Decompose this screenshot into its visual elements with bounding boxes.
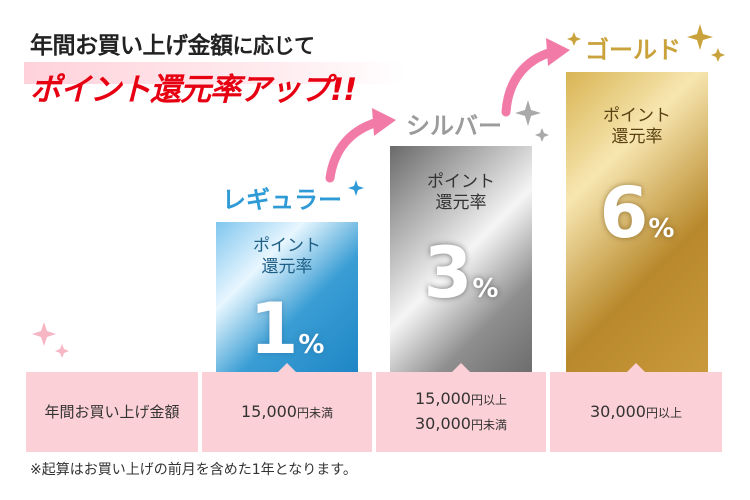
- rate-label-line2: 還元率: [611, 127, 663, 147]
- table-notch: [452, 363, 470, 372]
- rate-number: 6: [599, 172, 649, 254]
- table-notch: [627, 363, 645, 372]
- headline-line2: ポイント還元率アップ!!: [30, 72, 357, 108]
- rate-label: ポイント 還元率: [216, 236, 358, 278]
- threshold-amount: 30,000: [415, 414, 471, 433]
- rate-value: 1%: [216, 288, 358, 370]
- sparkle-icon-gold: [567, 24, 725, 62]
- arrow-icon-regular-to-silver: [325, 108, 396, 183]
- table-row-header: 年間お買い上げ金額: [26, 372, 198, 452]
- threshold-unit: 円以上: [470, 393, 507, 407]
- tier-bar-regular: ポイント 還元率 1%: [216, 222, 358, 372]
- rate-label-line1: ポイント: [427, 172, 495, 192]
- rate-label: ポイント 還元率: [566, 106, 708, 148]
- rate-unit: %: [648, 214, 675, 244]
- footnote: ※起算はお買い上げの前月を含めた1年となります。: [30, 462, 357, 478]
- rate-number: 1: [249, 288, 299, 370]
- threshold-cell-gold: 30,000円以上: [550, 372, 722, 452]
- rate-label-line2: 還元率: [261, 257, 313, 277]
- tier-title-regular: レギュラー: [222, 186, 342, 214]
- tier-title-gold: ゴールド: [585, 36, 681, 64]
- tier-bar-silver: ポイント 還元率 3%: [390, 146, 532, 372]
- table-notch: [278, 363, 296, 372]
- rate-number: 3: [423, 232, 473, 314]
- rate-label-line2: 還元率: [435, 193, 487, 213]
- threshold-unit: 円以上: [645, 405, 682, 420]
- threshold-unit: 円未満: [470, 418, 507, 432]
- headline-line1-main: 年間お買い上げ金額: [30, 33, 233, 59]
- arrow-icon-silver-to-gold: [501, 38, 570, 117]
- rate-label-line1: ポイント: [603, 106, 671, 126]
- sparkle-icon-regular: [348, 180, 364, 196]
- threshold-amount: 30,000: [590, 401, 646, 421]
- headline-highlight: [24, 62, 404, 84]
- sparkle-icon-pink: [32, 322, 69, 358]
- threshold-cell-regular: 15,000円未満: [202, 372, 372, 452]
- rate-label: ポイント 還元率: [390, 172, 532, 214]
- rate-label-line1: ポイント: [253, 236, 321, 256]
- threshold-amount: 15,000: [415, 389, 471, 408]
- threshold-amount: 15,000: [241, 401, 297, 421]
- rate-unit: %: [472, 274, 499, 304]
- headline-line1-tail: に応じて: [232, 34, 316, 58]
- rate-value: 3%: [390, 232, 532, 314]
- tier-bar-gold: ポイント 還元率 6%: [566, 72, 708, 372]
- rate-value: 6%: [566, 172, 708, 254]
- tier-title-silver: シルバー: [406, 112, 502, 140]
- threshold-cell-silver: 15,000円以上 30,000円未満: [376, 372, 546, 452]
- threshold-unit: 円未満: [296, 405, 333, 420]
- rate-unit: %: [298, 330, 325, 360]
- headline-line1: 年間お買い上げ金額に応じて: [30, 26, 315, 60]
- sparkle-icon-silver: [515, 100, 549, 142]
